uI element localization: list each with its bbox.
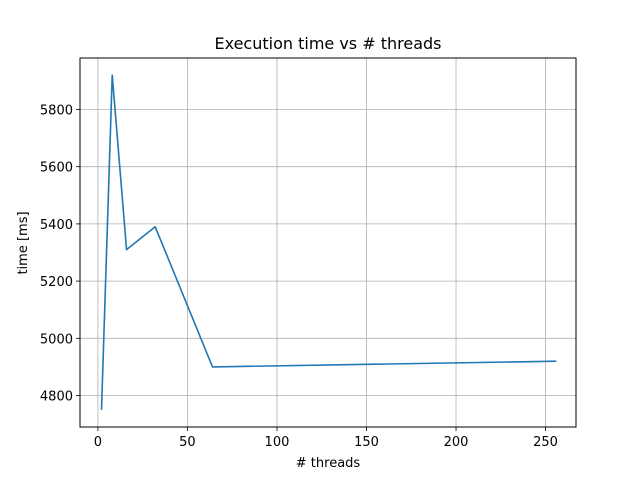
axes-frame xyxy=(79,57,577,428)
series-line xyxy=(100,74,557,410)
y-axis-label: time [ms] xyxy=(16,211,31,274)
y-tick-label: 4800 xyxy=(40,390,73,405)
y-tick-label: 5600 xyxy=(40,161,73,176)
y-tick-label: 5800 xyxy=(40,103,73,118)
y-axis-ticks: 4800 5000 5200 5400 5600 5800 xyxy=(40,103,80,405)
x-axis-ticks: 0 50 100 150 200 250 xyxy=(94,427,558,450)
x-tick-label: 150 xyxy=(354,435,379,450)
y-tick-label: 5400 xyxy=(40,218,73,233)
y-tick-label: 5200 xyxy=(40,275,73,290)
x-tick-label: 250 xyxy=(533,435,558,450)
x-tick-label: 100 xyxy=(265,435,290,450)
chart-title: Execution time vs # threads xyxy=(215,34,442,53)
grid-lines xyxy=(80,58,576,427)
x-tick-label: 200 xyxy=(444,435,469,450)
x-tick-label: 50 xyxy=(179,435,196,450)
x-axis-label: # threads xyxy=(296,456,361,471)
series-layer xyxy=(100,74,557,410)
x-tick-label: 0 xyxy=(94,435,102,450)
y-tick-label: 5000 xyxy=(40,332,73,347)
